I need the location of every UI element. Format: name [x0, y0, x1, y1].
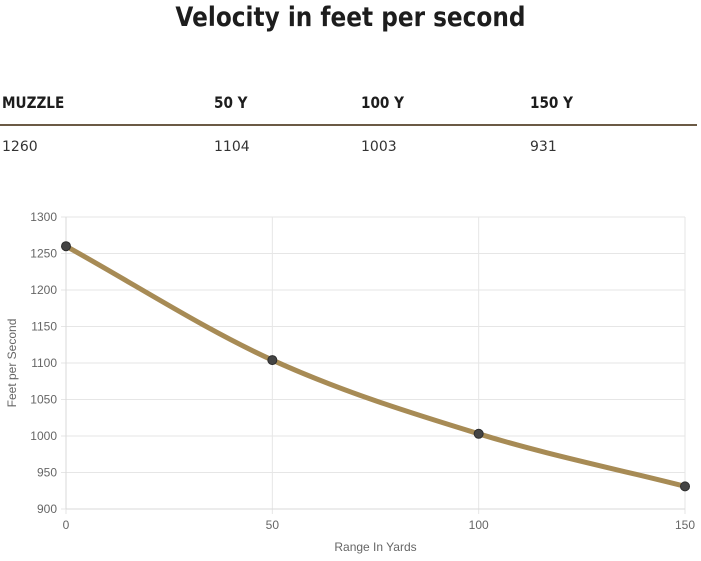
- velocity-line-chart: 900 950 1000 1050 1100 1150 1200 1250 1300 0 50 100…: [5, 210, 695, 554]
- x-axis-label: Range In Yards: [334, 540, 416, 554]
- data-point[interactable]: [267, 355, 278, 366]
- x-tick-label: 0: [63, 518, 70, 532]
- chart-axes: 900 950 1000 1050 1100 1150 1200 1250 1300 0 50 100…: [30, 210, 695, 532]
- chart-series: [61, 241, 690, 492]
- y-tick-label: 950: [37, 466, 57, 480]
- y-tick-label: 1150: [31, 320, 57, 334]
- value-muzzle: 1260: [2, 139, 38, 155]
- y-tick-label: 1300: [30, 210, 57, 224]
- y-tick-label: 1000: [30, 429, 57, 443]
- y-tick-label: 900: [37, 502, 57, 516]
- data-point[interactable]: [680, 481, 690, 492]
- header-150y: 150 Y: [530, 93, 573, 112]
- y-axis-label: Feet per Second: [5, 319, 19, 408]
- y-tick-label: 1100: [31, 356, 57, 370]
- chart-grid: [61, 216, 686, 514]
- page-title: Velocity in feet per second: [175, 2, 526, 33]
- series-line: [63, 243, 688, 489]
- value-100y: 1003: [361, 139, 397, 155]
- header-100y: 100 Y: [361, 93, 404, 112]
- data-point[interactable]: [61, 241, 71, 252]
- y-tick-label: 1200: [30, 283, 57, 297]
- header-muzzle: MUZZLE: [2, 93, 65, 112]
- table-row: 1260 1104 1003 931: [0, 126, 697, 160]
- velocity-table: MUZZLE 50 Y 100 Y 150 Y 1260 1104 1003 9…: [0, 88, 697, 160]
- y-tick-label: 1050: [30, 393, 57, 407]
- data-point[interactable]: [473, 428, 484, 439]
- x-tick-label: 150: [675, 518, 695, 532]
- y-tick-label: 1250: [30, 247, 57, 261]
- value-50y: 1104: [214, 139, 250, 155]
- x-tick-label: 50: [266, 518, 280, 532]
- x-tick-label: 100: [469, 518, 489, 532]
- header-50y: 50 Y: [214, 93, 248, 112]
- table-header-row: MUZZLE 50 Y 100 Y 150 Y: [0, 88, 697, 126]
- value-150y: 931: [530, 139, 557, 155]
